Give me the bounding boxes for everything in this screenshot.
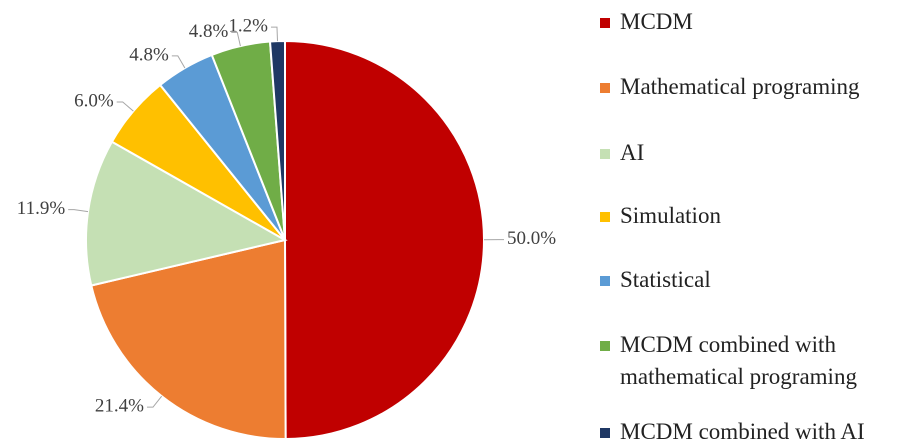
leader-line — [68, 210, 88, 212]
data-label: 1.2% — [228, 16, 268, 37]
leader-line — [147, 396, 162, 407]
leader-line — [117, 102, 134, 111]
legend-swatch — [600, 276, 610, 286]
leader-line — [271, 27, 278, 41]
data-label: 21.4% — [95, 396, 144, 417]
legend-item: Mathematical programing — [598, 71, 898, 103]
legend-label: Statistical — [620, 267, 711, 292]
legend-label: MCDM combined with AI — [620, 419, 865, 444]
legend-label: MCDM — [620, 9, 693, 34]
legend-swatch — [600, 212, 610, 222]
legend-label: AI — [620, 140, 644, 165]
legend-item: Statistical — [598, 264, 898, 296]
legend-swatch — [600, 428, 610, 438]
leader-line — [172, 56, 185, 68]
data-label: 50.0% — [507, 228, 556, 249]
legend-item: MCDM combined with AI — [598, 416, 898, 448]
legend-item: AI — [598, 137, 898, 169]
legend-swatch — [600, 83, 610, 93]
legend-label: Simulation — [620, 203, 721, 228]
legend-item: Simulation — [598, 200, 898, 232]
legend-swatch — [600, 341, 610, 351]
pie-chart: 50.0%21.4%11.9%6.0%4.8%4.8%1.2% — [0, 0, 590, 447]
legend-swatch — [600, 149, 610, 159]
legend-item: MCDM — [598, 6, 898, 38]
data-label: 11.9% — [17, 198, 66, 219]
legend-label: MCDM combined with mathematical programi… — [620, 332, 857, 389]
data-label: 4.8% — [129, 44, 169, 65]
legend-item: MCDM combined with mathematical programi… — [598, 329, 898, 393]
data-label: 4.8% — [189, 21, 229, 42]
legend-swatch — [600, 18, 610, 28]
legend-label: Mathematical programing — [620, 74, 860, 99]
data-label: 6.0% — [74, 90, 114, 111]
pie-slice — [285, 41, 484, 439]
